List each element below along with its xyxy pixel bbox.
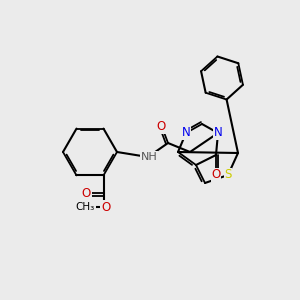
- Text: N: N: [214, 127, 222, 140]
- Text: N: N: [182, 127, 190, 140]
- Text: O: O: [82, 187, 91, 200]
- Text: O: O: [156, 121, 166, 134]
- Text: O: O: [212, 169, 220, 182]
- Text: S: S: [224, 169, 232, 182]
- Text: NH: NH: [141, 152, 158, 162]
- Text: CH₃: CH₃: [76, 202, 95, 212]
- Text: O: O: [101, 201, 110, 214]
